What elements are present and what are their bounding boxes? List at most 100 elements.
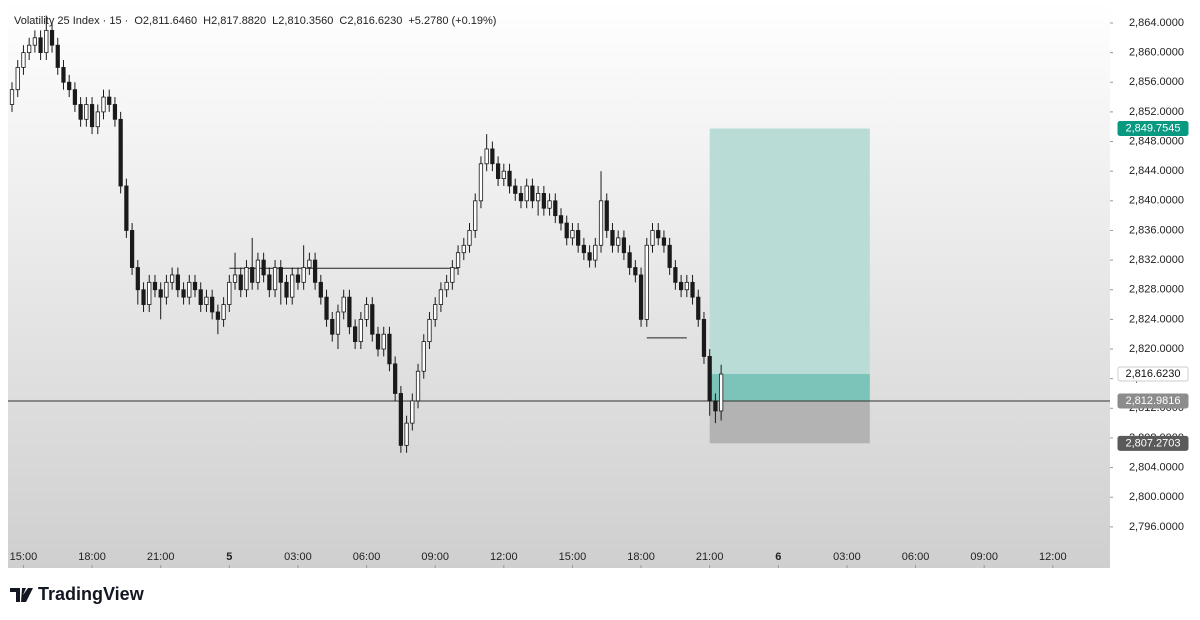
- candle-body: [318, 281, 323, 298]
- candle-body: [353, 326, 358, 343]
- candle-body: [576, 230, 581, 246]
- x-tick-label: 06:00: [353, 551, 381, 563]
- x-tick-label: 5: [226, 551, 232, 563]
- candle-body: [444, 281, 449, 291]
- candle-body: [564, 222, 569, 239]
- y-tick-label: 2,828.0000: [1129, 284, 1184, 296]
- candle-body: [461, 244, 466, 254]
- candle-body: [410, 400, 415, 424]
- y-tick-label: 2,864.0000: [1129, 17, 1184, 29]
- candle-body: [261, 259, 266, 276]
- candle-body: [267, 274, 272, 291]
- candle-body: [89, 104, 95, 128]
- candle-body: [713, 400, 718, 412]
- candle-body: [250, 267, 255, 283]
- candle-body: [473, 200, 478, 231]
- candle-body: [530, 185, 535, 202]
- target-tag: 2,849.7545: [1125, 122, 1180, 134]
- candle-body: [644, 244, 649, 320]
- candle-body: [404, 422, 409, 446]
- x-tick-label: 18:00: [627, 551, 655, 563]
- candle-body: [701, 318, 707, 357]
- y-tick-label: 2,804.0000: [1129, 461, 1184, 473]
- candle-body: [198, 289, 203, 305]
- candle-body: [84, 104, 89, 120]
- entry-tag-bg: [1117, 393, 1189, 409]
- candle-body: [152, 281, 158, 291]
- candle-body: [667, 244, 672, 268]
- candle-body: [690, 281, 695, 298]
- candle-body: [633, 267, 638, 276]
- candle-body: [433, 304, 438, 320]
- candle-body: [335, 311, 341, 335]
- price-axis-background: [1110, 0, 1200, 568]
- candle-body: [101, 96, 106, 113]
- candle-body: [678, 281, 684, 291]
- candle-body: [524, 185, 529, 202]
- candle-body: [421, 341, 426, 372]
- candle-body: [553, 200, 558, 217]
- candle-body: [490, 148, 495, 165]
- brand-name: TradingView: [38, 584, 145, 604]
- last-price-tag: 2,816.6230: [1125, 368, 1180, 380]
- candle-body: [570, 230, 575, 239]
- candle-body: [324, 296, 329, 320]
- candle-body: [278, 267, 283, 283]
- candle-body: [124, 185, 129, 231]
- candle-body: [621, 237, 627, 254]
- plot-background: [8, 0, 1110, 568]
- candle-body: [358, 318, 363, 343]
- y-tick-label: 2,856.0000: [1129, 76, 1184, 88]
- candle-body: [398, 393, 403, 446]
- candle-body: [118, 118, 123, 187]
- candle-body: [616, 237, 621, 246]
- candle-body: [147, 281, 152, 305]
- candle-body: [301, 267, 306, 283]
- candle-body: [518, 193, 524, 202]
- candle-body: [244, 267, 249, 291]
- legend-key: O: [134, 15, 143, 27]
- candle-body: [284, 281, 289, 298]
- candle-body: [9, 89, 15, 105]
- candle-body: [587, 252, 592, 261]
- candle-body: [107, 96, 112, 105]
- candle-body: [21, 52, 26, 68]
- layer: 2,864.0000 2,860.0000 2,856.0000 2,852.0000…: [8, 15, 1184, 568]
- x-tick-label: 18:00: [78, 551, 106, 563]
- candle-body: [27, 44, 32, 54]
- candle-body: [141, 289, 146, 305]
- candle-body: [44, 29, 49, 54]
- legend-change: +5.2780 (+0.19%): [408, 15, 496, 27]
- y-tick-label: 2,860.0000: [1129, 47, 1184, 59]
- candle-body: [181, 289, 186, 298]
- x-tick-label: 12:00: [1039, 551, 1067, 563]
- legend-key: C: [339, 15, 347, 27]
- candle-body: [95, 111, 100, 128]
- candle-body: [627, 252, 632, 268]
- y-tick-label: 2,824.0000: [1129, 313, 1184, 325]
- candle-body: [32, 37, 37, 46]
- y-tick-label: 2,836.0000: [1129, 224, 1184, 236]
- legend-value: 2,817.8820: [211, 15, 266, 27]
- stop-zone: [709, 401, 870, 444]
- candle-body: [438, 289, 444, 305]
- legend-key: L: [272, 15, 278, 27]
- candle-body: [558, 215, 564, 224]
- candle-body: [15, 67, 20, 91]
- candle-body: [393, 363, 398, 394]
- legend-value: 2,811.6460: [143, 15, 197, 27]
- candle-body: [227, 281, 232, 305]
- candle-body: [347, 296, 352, 328]
- candle-body: [129, 230, 135, 268]
- candle-body: [370, 304, 375, 335]
- candle-body: [638, 274, 644, 320]
- candle-body: [238, 274, 243, 291]
- y-tick-label: 2,848.0000: [1129, 135, 1184, 147]
- candle-body: [204, 296, 209, 305]
- candle-body: [450, 267, 455, 283]
- candle-body: [312, 259, 318, 283]
- brand-logo: [10, 588, 33, 602]
- x-tick-label: 09:00: [421, 551, 449, 563]
- target-tag-bg: [1117, 121, 1189, 137]
- candle-body: [221, 304, 226, 320]
